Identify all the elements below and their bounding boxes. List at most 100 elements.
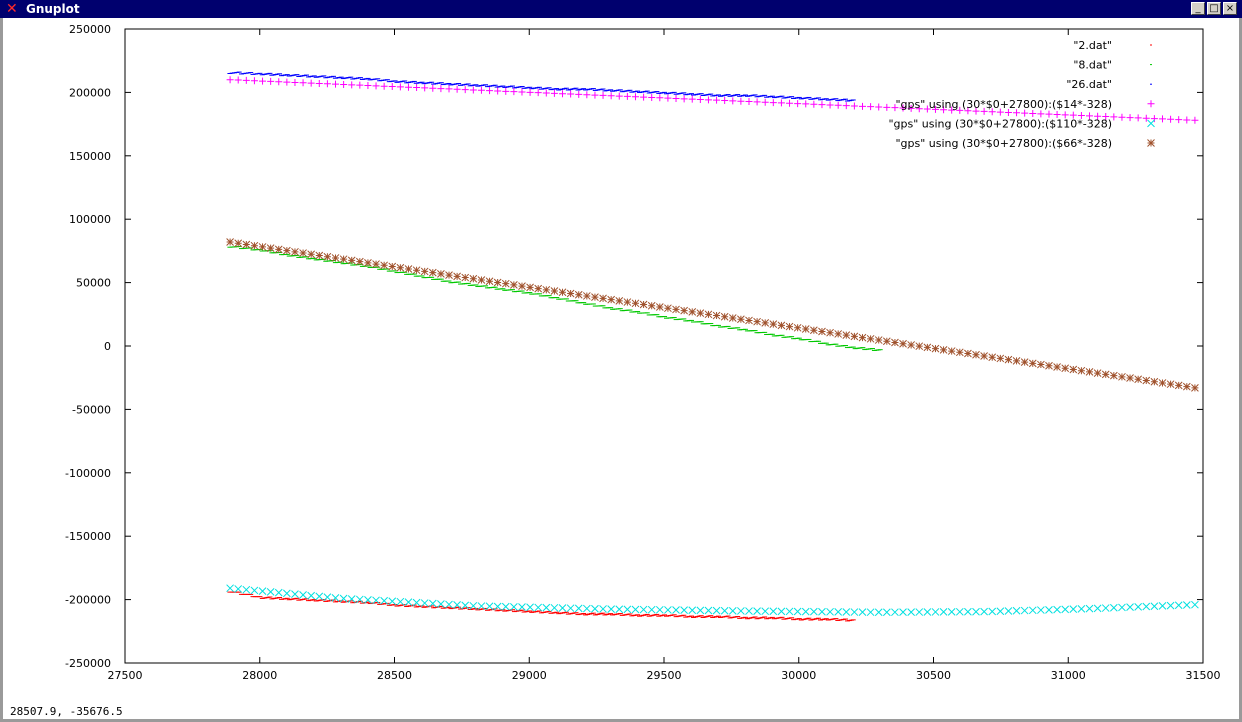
data-point: [1069, 111, 1077, 119]
data-point: [420, 599, 429, 607]
data-point: [680, 306, 688, 315]
data-point: [786, 99, 794, 107]
data-point: [465, 83, 471, 85]
data-point: [437, 270, 445, 278]
data-point: [502, 87, 510, 95]
data-point: [725, 615, 731, 617]
data-point: [655, 303, 664, 311]
data-point: [456, 606, 462, 608]
data-point: [469, 601, 478, 610]
data-point: [818, 327, 826, 336]
data-point: [1061, 364, 1070, 373]
data-point: [698, 93, 704, 95]
data-point: [1028, 359, 1037, 368]
data-point: [1191, 116, 1199, 124]
legend-label: "26.dat": [1066, 78, 1112, 91]
data-point: [735, 616, 741, 618]
data-point: [842, 102, 850, 110]
data-point: [1045, 361, 1053, 370]
data-point: [299, 249, 307, 257]
data-point: [816, 97, 822, 99]
data-point: [850, 332, 859, 341]
data-point: [654, 91, 660, 93]
data-point: [583, 91, 591, 99]
x-tick-label: 29500: [647, 669, 682, 682]
data-point: [833, 343, 839, 345]
data-point: [283, 589, 291, 598]
data-point: [402, 271, 408, 273]
data-point: [737, 607, 745, 615]
data-point: [899, 104, 907, 112]
data-point: [527, 610, 533, 612]
data-point: [1012, 357, 1021, 365]
data-point: [554, 297, 560, 299]
plot-area[interactable]: 27500 28000 28500 29000 29500 30000 30500 31000…: [0, 18, 1242, 702]
data-point: [493, 602, 502, 611]
data-point: [752, 94, 758, 96]
data-point: [826, 607, 834, 616]
data-point: [542, 603, 551, 612]
data-point: [1158, 379, 1167, 387]
data-point: [931, 608, 940, 616]
data-point: [250, 586, 259, 595]
data-point: [834, 101, 842, 109]
data-point: [762, 94, 768, 96]
data-point: [294, 74, 300, 76]
maximize-button[interactable]: □: [1207, 2, 1221, 15]
data-point: [843, 345, 849, 347]
data-point: [518, 282, 526, 290]
data-point: [826, 101, 834, 109]
close-button[interactable]: ×: [1223, 2, 1237, 15]
data-point: [850, 608, 859, 616]
data-point: [769, 320, 778, 328]
data-point: [1142, 376, 1151, 385]
data-point: [299, 79, 307, 87]
data-point: [704, 606, 713, 615]
data-point: [411, 80, 417, 82]
data-point: [546, 295, 552, 297]
data-point: [257, 596, 263, 598]
data-point: [1126, 603, 1134, 611]
data-point: [311, 75, 317, 77]
data-point: [510, 289, 515, 291]
data-point: [672, 606, 680, 614]
data-point: [257, 72, 263, 74]
data-point: [923, 343, 932, 352]
data-point: [518, 603, 526, 611]
data-point: [793, 607, 802, 616]
data-point: [940, 106, 948, 114]
data-point: [681, 614, 687, 616]
data-point: [456, 82, 462, 84]
data-point: [574, 290, 583, 299]
title-bar[interactable]: ✕ Gnuplot _ □ ×: [0, 0, 1242, 18]
data-point: [753, 317, 761, 326]
data-point: [779, 95, 785, 97]
data-point: [510, 602, 518, 611]
data-point: [315, 251, 324, 260]
data-point: [526, 603, 534, 612]
data-point: [874, 336, 883, 344]
data-point: [617, 89, 623, 91]
data-point: [412, 598, 421, 607]
data-point: [779, 616, 785, 618]
data-point: [1174, 381, 1183, 390]
data-point: [1069, 605, 1078, 613]
data-point: [428, 599, 437, 608]
y-tick-label: -100000: [65, 467, 111, 480]
data-point: [546, 87, 552, 89]
data-point: [635, 614, 641, 616]
window-frame: [0, 18, 1242, 722]
data-point: [980, 352, 988, 360]
data-point: [266, 588, 275, 596]
y-tick-label: -200000: [65, 594, 111, 607]
data-point: [850, 346, 856, 348]
data-point: [980, 607, 988, 616]
data-point: [816, 617, 822, 619]
data-point: [536, 610, 542, 612]
series-5: [226, 238, 1199, 392]
data-point: [899, 339, 907, 348]
data-point: [874, 608, 883, 617]
data-point: [1029, 109, 1037, 117]
minimize-button[interactable]: _: [1191, 2, 1205, 15]
data-point: [236, 591, 242, 593]
